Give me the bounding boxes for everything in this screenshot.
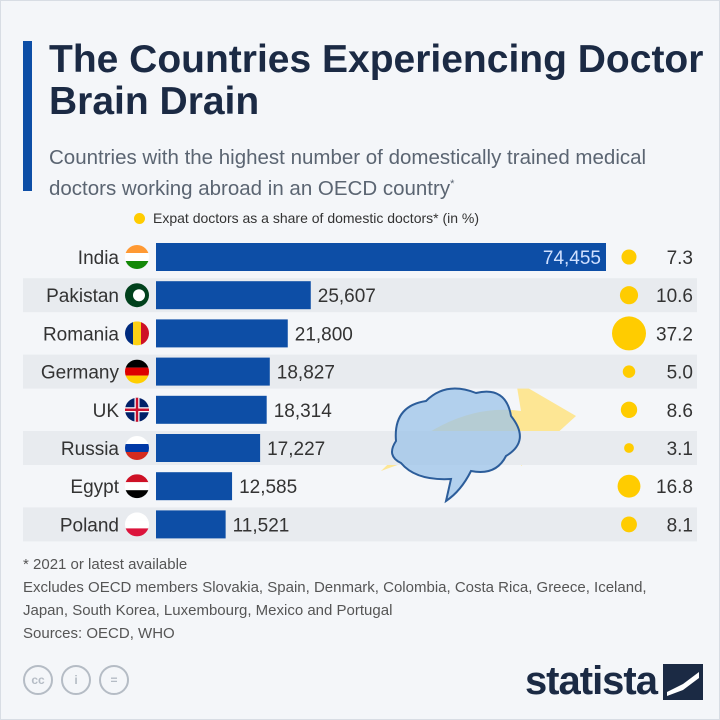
sources: Sources: OECD, WHO <box>23 625 175 642</box>
row-band <box>23 507 697 542</box>
category-label: India <box>78 248 120 269</box>
romania-flag-icon <box>141 321 149 346</box>
bar-value-label: 18,827 <box>277 363 335 384</box>
legend: Expat doctors as a share of domestic doc… <box>134 210 479 226</box>
bar-value-label: 18,314 <box>274 401 333 422</box>
egypt-flag-icon <box>125 474 149 483</box>
romania-flag-icon <box>125 321 133 346</box>
germany-flag-icon <box>125 359 149 368</box>
category-label: Russia <box>61 439 120 460</box>
poland-flag-icon <box>125 512 149 521</box>
category-label: UK <box>93 401 120 422</box>
bar-value-label: 12,585 <box>239 477 297 498</box>
row-band <box>23 354 697 389</box>
india-flag-icon <box>125 253 149 261</box>
bar <box>156 357 270 386</box>
share-value-label: 8.6 <box>667 401 693 422</box>
poland-flag-icon <box>125 528 149 537</box>
share-value-label: 7.3 <box>667 248 693 269</box>
chart-subtitle: Countries with the highest number of dom… <box>49 144 709 202</box>
egypt-flag-icon <box>125 490 149 499</box>
category-label: Poland <box>60 515 119 536</box>
bar-value-label: 21,800 <box>295 324 353 345</box>
no-derivatives-icon[interactable]: = <box>99 665 129 695</box>
exclusions-note: Excludes OECD members Slovakia, Spain, D… <box>23 579 647 619</box>
accent-bar <box>23 41 32 191</box>
category-label: Egypt <box>70 477 119 498</box>
statista-logo-icon <box>663 663 703 700</box>
brain-icon <box>391 387 521 504</box>
bar <box>156 243 606 271</box>
russia-flag-icon <box>125 452 149 460</box>
footnote: * 2021 or latest available <box>23 556 188 573</box>
share-value-label: 37.2 <box>656 324 693 345</box>
bar <box>156 395 267 424</box>
russia-flag-icon <box>125 444 149 452</box>
pakistan-crescent-icon <box>133 289 145 302</box>
russia-flag-icon <box>125 436 149 444</box>
share-value-label: 16.8 <box>656 477 693 498</box>
bar <box>156 510 226 539</box>
statista-wordmark: statista <box>524 659 658 703</box>
statista-logo[interactable]: statista <box>525 659 703 704</box>
share-bubble <box>619 286 639 305</box>
bar-value-label: 25,607 <box>318 286 376 307</box>
bar <box>156 319 288 348</box>
germany-flag-icon <box>125 375 149 384</box>
share-value-label: 3.1 <box>667 439 693 460</box>
share-bubble <box>612 316 646 351</box>
legend-label: Expat doctors as a share of domestic doc… <box>153 210 480 226</box>
poland-flag-icon <box>125 520 149 529</box>
bar <box>156 472 233 501</box>
share-value-label: 10.6 <box>656 286 693 307</box>
row-band <box>23 431 697 465</box>
share-value-label: 8.1 <box>667 515 693 536</box>
uk-cross-red-icon <box>125 397 149 422</box>
share-bubble <box>624 443 634 453</box>
attribution-icon[interactable]: i <box>61 665 91 695</box>
category-label: Germany <box>41 363 120 384</box>
india-flag-icon <box>125 261 149 269</box>
creative-commons-icon[interactable]: cc <box>23 665 53 695</box>
share-bubble <box>621 516 637 533</box>
share-bubble <box>617 474 641 498</box>
share-bubble <box>622 365 636 378</box>
footer-notes: * 2021 or latest available Excludes OECD… <box>23 553 663 645</box>
egypt-flag-icon <box>125 482 149 491</box>
india-flag-icon <box>125 245 149 253</box>
germany-flag-icon <box>125 367 149 376</box>
bar <box>156 281 311 310</box>
share-bubble <box>620 401 638 418</box>
share-bubble <box>621 249 637 265</box>
bar-value-label: 11,521 <box>233 515 290 536</box>
chart-title: The Countries Experiencing Doctor Brain … <box>49 38 704 123</box>
bar-value-label: 74,455 <box>543 248 601 269</box>
romania-flag-icon <box>133 321 141 346</box>
legend-dot-icon <box>134 212 145 224</box>
subtitle-footnote-mark: * <box>450 178 455 190</box>
share-value-label: 5.0 <box>667 363 693 384</box>
bar <box>156 434 261 462</box>
bar-value-label: 17,227 <box>267 439 325 460</box>
category-label: Pakistan <box>46 286 119 307</box>
category-label: Romania <box>43 324 119 345</box>
subtitle-text: Countries with the highest number of dom… <box>49 146 647 200</box>
